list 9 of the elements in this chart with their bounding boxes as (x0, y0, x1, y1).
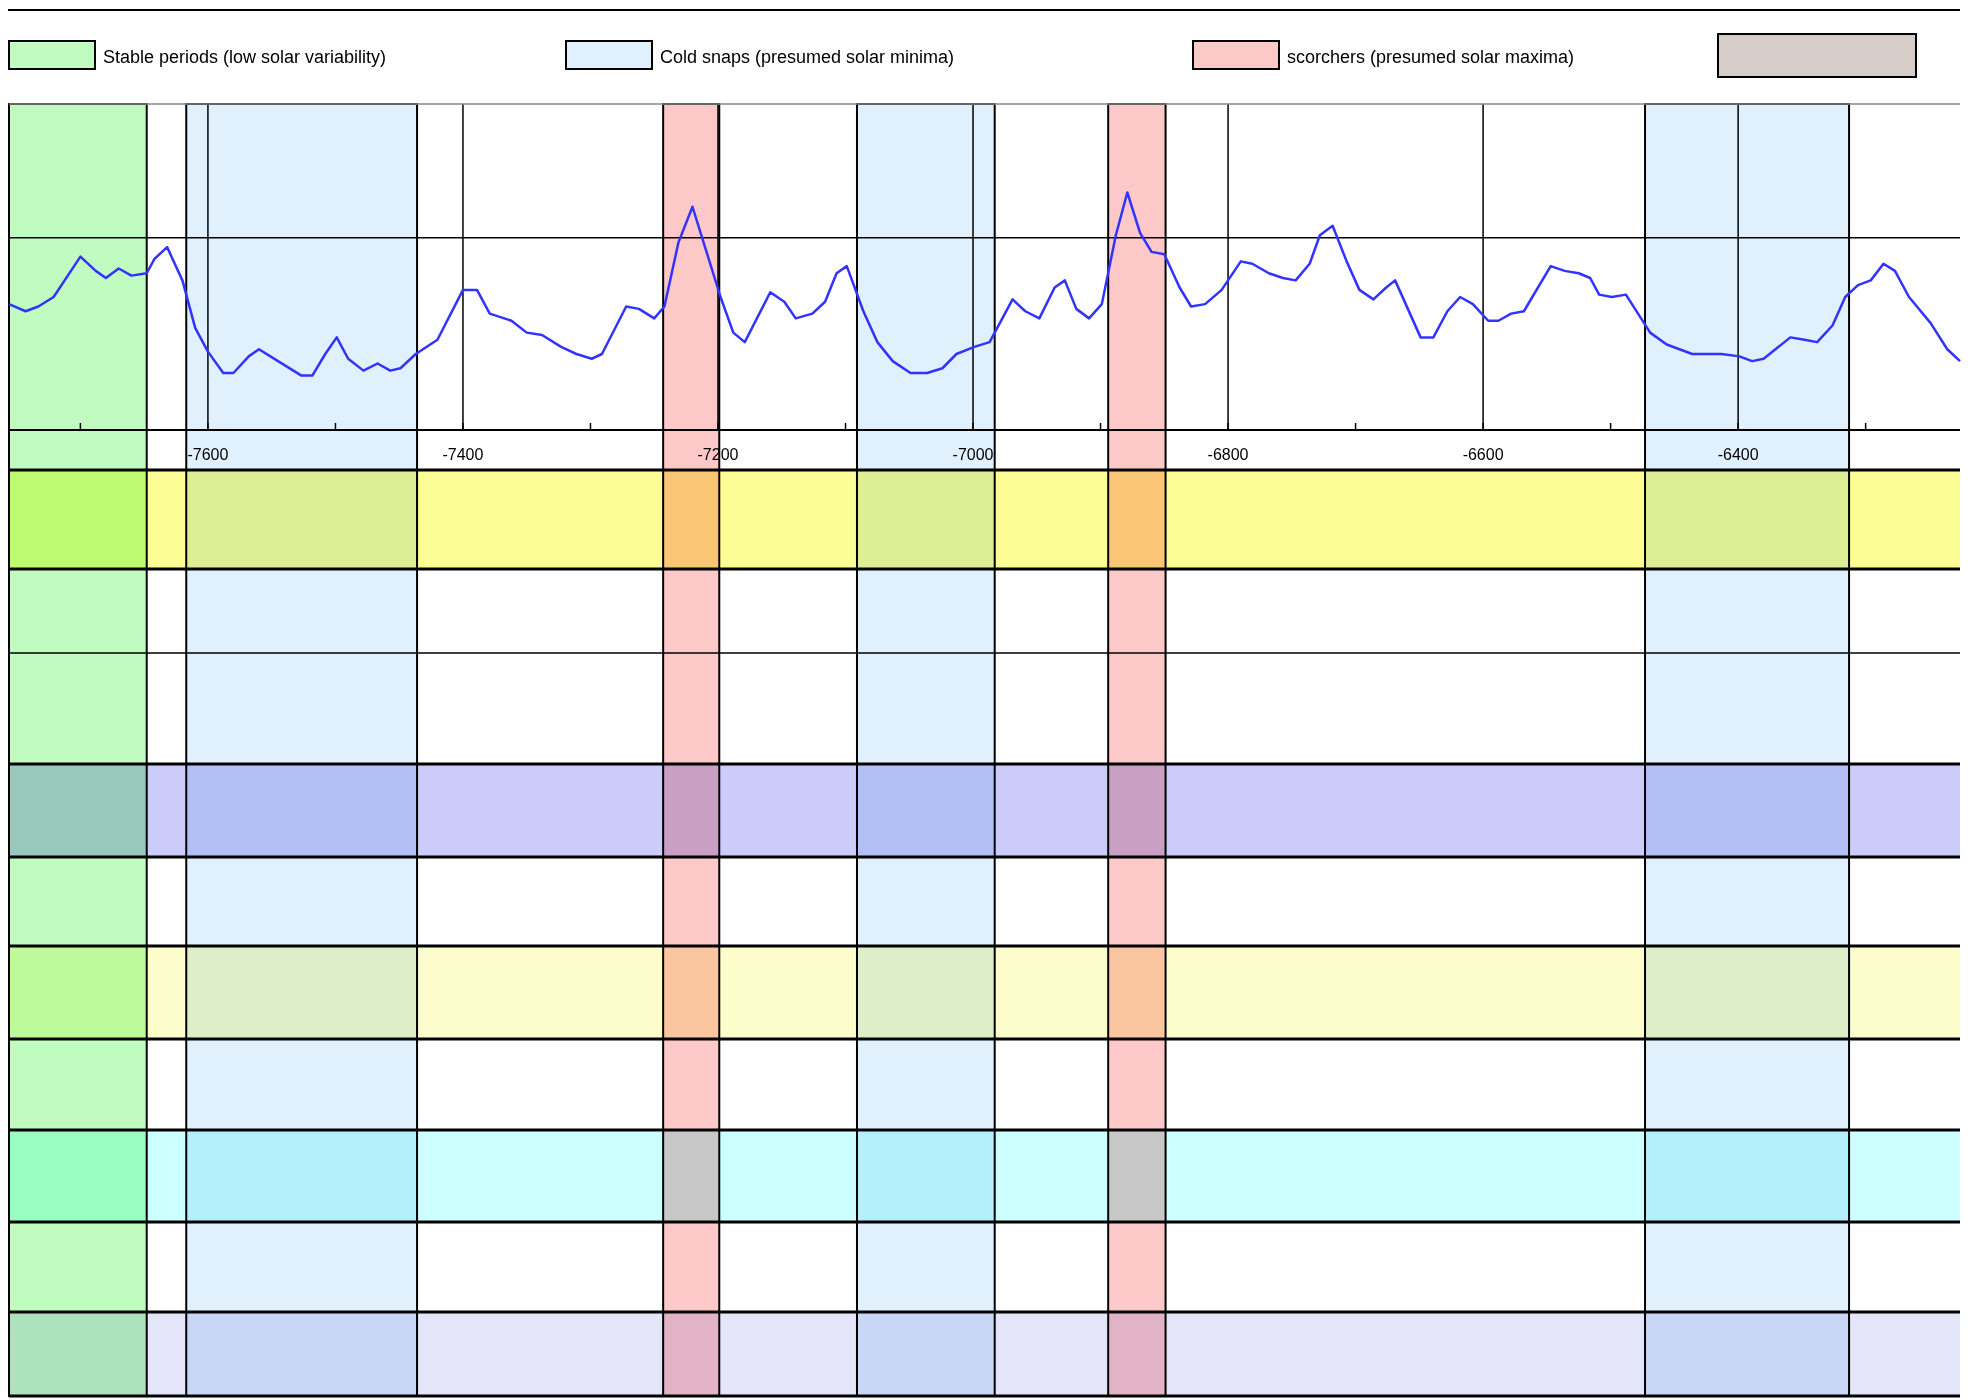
x-tick-label: -7000 (952, 446, 994, 463)
legend-label: Cold snaps (presumed solar minima) (660, 47, 955, 67)
x-tick-label: -7400 (442, 446, 484, 463)
x-tick-label: -6800 (1207, 446, 1249, 463)
legend-label: scorchers (presumed solar maxima) (1287, 47, 1575, 67)
legend-label: Stable periods (low solar variability) (103, 47, 387, 67)
x-tick-label: -7600 (187, 446, 229, 463)
x-tick-label: -6400 (1717, 446, 1759, 463)
x-tick-label: -6600 (1462, 446, 1504, 463)
